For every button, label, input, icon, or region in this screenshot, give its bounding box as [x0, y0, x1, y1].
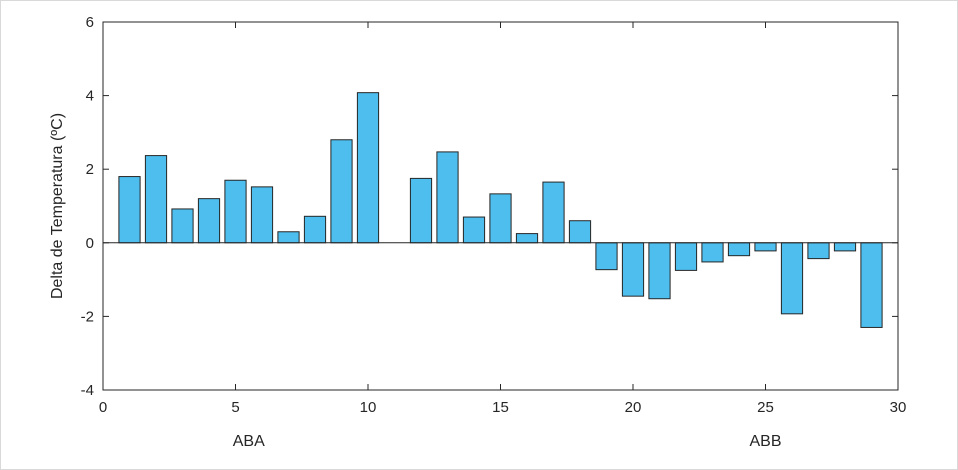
bar	[595, 242, 618, 271]
bar	[807, 242, 830, 260]
y-axis-ticks: -4 -2 0 2 4 6	[81, 14, 898, 399]
bar	[754, 242, 777, 252]
bar	[436, 151, 459, 244]
y-tick-label: -4	[81, 382, 94, 399]
bar	[330, 139, 353, 244]
bar	[144, 155, 168, 244]
x-tick-label: 20	[625, 399, 642, 416]
bar	[727, 242, 751, 257]
x-tick-label: 5	[231, 399, 239, 416]
bar	[701, 242, 724, 263]
bar	[224, 179, 247, 244]
bars-group	[118, 92, 883, 328]
bar	[780, 242, 804, 315]
x-group-label: ABA	[233, 433, 265, 450]
bar	[542, 181, 565, 244]
bar	[621, 242, 645, 297]
bar	[833, 242, 857, 252]
bar	[118, 176, 141, 244]
bar	[674, 242, 698, 271]
bar	[171, 208, 194, 244]
y-tick-label: 6	[86, 14, 94, 31]
x-axis-ticks: 0 5 10 15 20 25 30	[99, 22, 907, 416]
bar	[197, 198, 221, 244]
bar	[648, 242, 671, 300]
x-group-labels: ABA ABB	[233, 433, 782, 450]
bar	[462, 216, 486, 244]
bar	[568, 220, 592, 244]
y-axis-label: Delta de Temperatura (ºC)	[49, 113, 66, 299]
y-tick-label: 4	[86, 88, 94, 105]
bar	[409, 177, 433, 244]
bar	[303, 215, 327, 244]
bar	[860, 242, 883, 328]
x-tick-label: 30	[890, 399, 907, 416]
y-tick-label: -2	[81, 308, 94, 325]
y-tick-label: 2	[86, 161, 94, 178]
x-tick-label: 25	[757, 399, 774, 416]
bar	[489, 193, 512, 244]
x-group-label: ABB	[749, 433, 781, 450]
bar	[250, 186, 274, 244]
x-tick-label: 10	[360, 399, 377, 416]
bar	[277, 231, 300, 244]
y-tick-label: 0	[86, 235, 94, 252]
bar	[515, 233, 539, 244]
bar	[356, 92, 380, 244]
x-tick-label: 15	[492, 399, 509, 416]
x-tick-label: 0	[99, 399, 107, 416]
